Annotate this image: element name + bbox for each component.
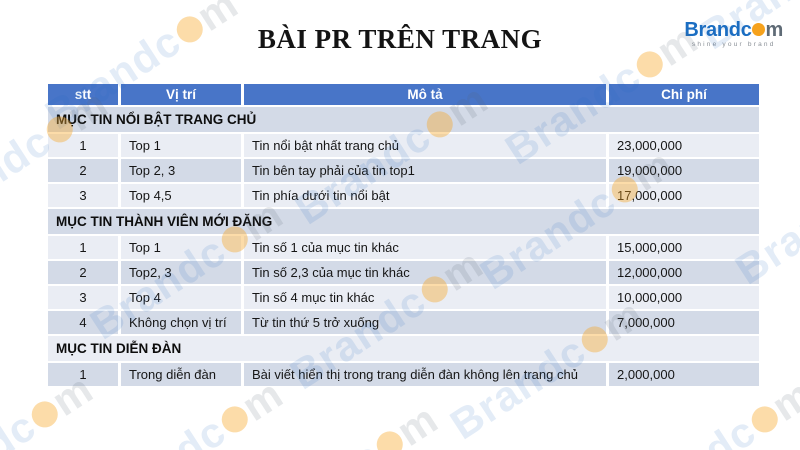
- brandcom-watermark: Brandcm: [237, 395, 447, 450]
- cell-stt: 1: [48, 236, 118, 259]
- cell-vi-tri: Top2, 3: [121, 261, 241, 284]
- cell-stt: 2: [48, 261, 118, 284]
- cell-mo-ta: Từ tin thứ 5 trở xuống: [244, 311, 606, 334]
- section-title: MỤC TIN THÀNH VIÊN MỚI ĐĂNG: [48, 209, 759, 234]
- watermark-o-icon: [26, 396, 63, 433]
- cell-mo-ta: Tin số 4 mục tin khác: [244, 286, 606, 309]
- table-row: 2 Top 2, 3 Tin bên tay phải của tin top1…: [48, 159, 759, 182]
- page-title: BÀI PR TRÊN TRANG: [257, 24, 543, 54]
- cell-chi-phi: 19,000,000: [609, 159, 759, 182]
- cell-chi-phi: 2,000,000: [609, 363, 759, 386]
- cell-mo-ta: Tin nổi bật nhất trang chủ: [244, 134, 606, 157]
- watermark-o-icon: [371, 426, 408, 450]
- table-row: 2 Top2, 3 Tin số 2,3 của mục tin khác 12…: [48, 261, 759, 284]
- pricing-table: stt Vị trí Mô tả Chi phí MỤC TIN NỔI BẬT…: [45, 82, 762, 388]
- section-row: MỤC TIN THÀNH VIÊN MỚI ĐĂNG: [48, 209, 759, 234]
- table-row: 4 Không chọn vị trí Từ tin thứ 5 trở xuố…: [48, 311, 759, 334]
- section-row: MỤC TIN NỔI BẬT TRANG CHỦ: [48, 107, 759, 132]
- cell-vi-tri: Top 4: [121, 286, 241, 309]
- section-row: MỤC TIN DIỄN ĐÀN: [48, 336, 759, 361]
- cell-vi-tri: Top 4,5: [121, 184, 241, 207]
- header-row: stt Vị trí Mô tả Chi phí: [48, 84, 759, 105]
- cell-vi-tri: Top 1: [121, 236, 241, 259]
- cell-chi-phi: 7,000,000: [609, 311, 759, 334]
- watermark-o-icon: [746, 401, 783, 438]
- cell-chi-phi: 23,000,000: [609, 134, 759, 157]
- cell-vi-tri: Top 1: [121, 134, 241, 157]
- brandcom-logo: Brandc m shine your brand: [684, 20, 783, 49]
- cell-vi-tri: Không chọn vị trí: [121, 311, 241, 334]
- cell-mo-ta: Bài viết hiển thị trong trang diễn đàn k…: [244, 363, 606, 386]
- cell-chi-phi: 10,000,000: [609, 286, 759, 309]
- table-row: 3 Top 4,5 Tin phía dưới tin nổi bật 17,0…: [48, 184, 759, 207]
- logo-o-icon: [752, 23, 766, 36]
- header-stt: stt: [48, 84, 118, 105]
- cell-stt: 3: [48, 286, 118, 309]
- header-chi-phi: Chi phí: [609, 84, 759, 105]
- watermark-o-icon: [216, 401, 253, 438]
- cell-mo-ta: Tin phía dưới tin nổi bật: [244, 184, 606, 207]
- cell-stt: 4: [48, 311, 118, 334]
- section-title: MỤC TIN NỔI BẬT TRANG CHỦ: [48, 107, 759, 132]
- cell-mo-ta: Tin số 1 của mục tin khác: [244, 236, 606, 259]
- cell-chi-phi: 17,000,000: [609, 184, 759, 207]
- header-mo-ta: Mô tả: [244, 84, 606, 105]
- cell-mo-ta: Tin bên tay phải của tin top1: [244, 159, 606, 182]
- cell-stt: 1: [48, 363, 118, 386]
- brandcom-logo-text: Brandc m: [684, 19, 783, 41]
- cell-stt: 1: [48, 134, 118, 157]
- table-row: 3 Top 4 Tin số 4 mục tin khác 10,000,000: [48, 286, 759, 309]
- cell-mo-ta: Tin số 2,3 của mục tin khác: [244, 261, 606, 284]
- cell-chi-phi: 15,000,000: [609, 236, 759, 259]
- cell-chi-phi: 12,000,000: [609, 261, 759, 284]
- table-row: 1 Trong diễn đàn Bài viết hiển thị trong…: [48, 363, 759, 386]
- cell-stt: 3: [48, 184, 118, 207]
- table-row: 1 Top 1 Tin nổi bật nhất trang chủ 23,00…: [48, 134, 759, 157]
- cell-vi-tri: Top 2, 3: [121, 159, 241, 182]
- cell-vi-tri: Trong diễn đàn: [121, 363, 241, 386]
- logo-tagline: shine your brand: [691, 41, 776, 48]
- header-vi-tri: Vị trí: [121, 84, 241, 105]
- table-row: 1 Top 1 Tin số 1 của mục tin khác 15,000…: [48, 236, 759, 259]
- section-title: MỤC TIN DIỄN ĐÀN: [48, 336, 759, 361]
- cell-stt: 2: [48, 159, 118, 182]
